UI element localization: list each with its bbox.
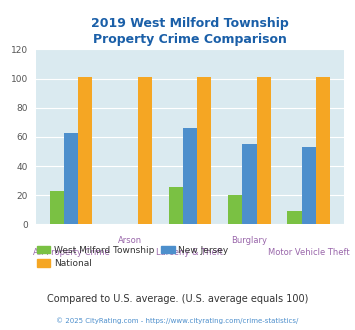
Bar	[50, 191, 64, 224]
Bar	[78, 77, 92, 224]
Bar	[197, 77, 211, 224]
Legend: West Milford Township, National, New Jersey: West Milford Township, National, New Jer…	[33, 242, 232, 272]
Bar	[288, 211, 302, 224]
Text: Compared to U.S. average. (U.S. average equals 100): Compared to U.S. average. (U.S. average …	[47, 294, 308, 304]
Bar	[64, 133, 78, 224]
Title: 2019 West Milford Township
Property Crime Comparison: 2019 West Milford Township Property Crim…	[91, 16, 289, 46]
Bar	[169, 186, 183, 224]
Bar	[138, 77, 152, 224]
Text: Burglary: Burglary	[231, 236, 267, 245]
Bar	[242, 144, 257, 224]
Text: Arson: Arson	[118, 236, 142, 245]
Bar	[228, 195, 242, 224]
Bar	[316, 77, 330, 224]
Text: All Property Crime: All Property Crime	[33, 248, 109, 257]
Bar	[183, 128, 197, 224]
Text: Motor Vehicle Theft: Motor Vehicle Theft	[268, 248, 350, 257]
Bar	[257, 77, 271, 224]
Bar	[302, 147, 316, 224]
Text: © 2025 CityRating.com - https://www.cityrating.com/crime-statistics/: © 2025 CityRating.com - https://www.city…	[56, 317, 299, 324]
Text: Larceny & Theft: Larceny & Theft	[157, 248, 223, 257]
